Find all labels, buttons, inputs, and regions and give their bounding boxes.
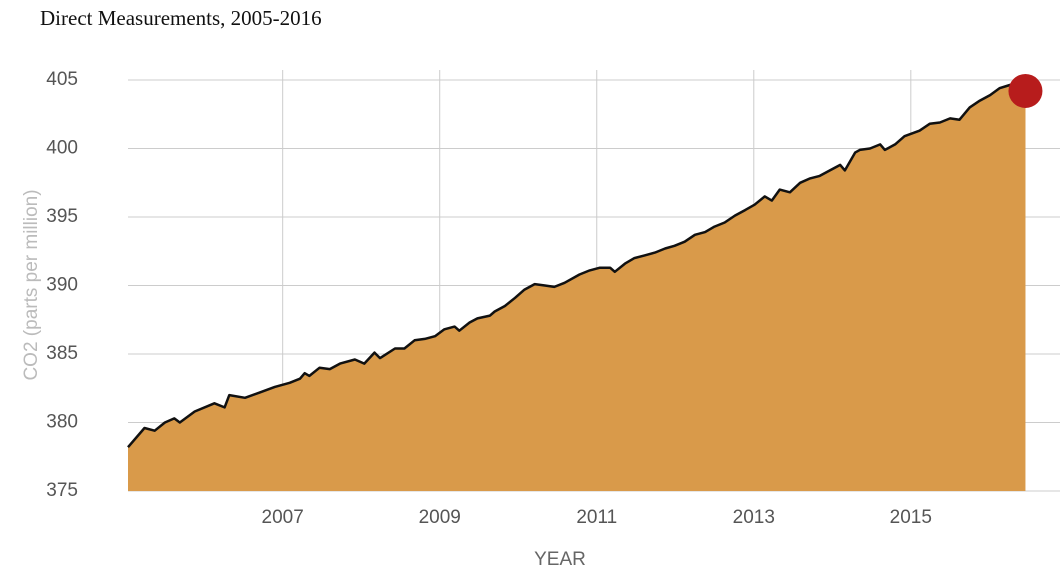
y-axis-label: CO2 (parts per million) bbox=[21, 189, 42, 380]
y-tick-label: 390 bbox=[46, 275, 78, 296]
y-tick-label: 405 bbox=[46, 69, 78, 90]
x-tick-label: 2009 bbox=[419, 507, 461, 528]
x-tick-label: 2013 bbox=[733, 507, 775, 528]
y-tick-label: 380 bbox=[46, 412, 78, 433]
area bbox=[128, 84, 1026, 491]
y-tick-label: 400 bbox=[46, 138, 78, 159]
x-tick-label: 2015 bbox=[890, 507, 932, 528]
chart-title: Direct Measurements, 2005-2016 bbox=[40, 6, 322, 30]
y-tick-label: 375 bbox=[46, 480, 78, 501]
x-tick-label: 2011 bbox=[576, 507, 617, 528]
y-tick-label: 385 bbox=[46, 343, 78, 364]
y-tick-label: 395 bbox=[46, 206, 78, 227]
highlight-point bbox=[1008, 73, 1043, 108]
x-tick-label: 2007 bbox=[262, 507, 304, 528]
x-axis-label: YEAR bbox=[534, 549, 586, 570]
line bbox=[127, 82, 1027, 449]
